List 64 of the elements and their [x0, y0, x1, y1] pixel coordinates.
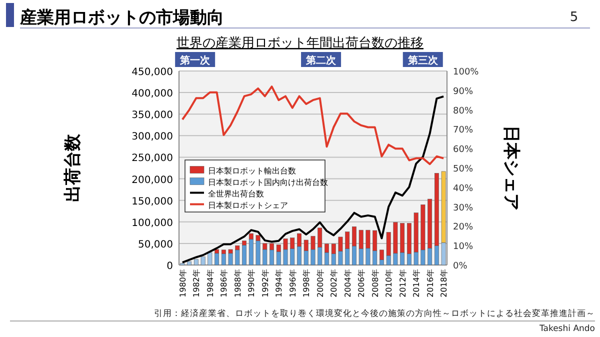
y-tick-label: 400,000 — [132, 88, 173, 100]
y2-tick-label: 20% — [453, 222, 474, 233]
bar — [208, 252, 212, 266]
y2-tick-label: 30% — [453, 203, 474, 214]
x-tick-label: 1984年 — [206, 269, 215, 298]
text: 引用：経済産業省、ロボットを取り巻く環境変化と今後の施策の方向性～ロボットによる社会変革推進計画～ — [154, 308, 595, 319]
y2-tick-label: 40% — [453, 184, 474, 194]
bar — [187, 261, 192, 266]
text: 5 — [570, 10, 578, 25]
text: 第二次 — [305, 54, 338, 66]
x-tick-label: 2004年 — [343, 269, 352, 298]
y-tick-label: 350,000 — [132, 110, 173, 122]
y2-tick-label: 80% — [453, 106, 474, 116]
x-tick-label: 1992年 — [260, 269, 270, 298]
line-series — [181, 86, 445, 166]
y-tick-label: 250,000 — [132, 153, 173, 164]
y2-axis-title: 日本シェア — [501, 126, 521, 210]
y-tick-label: 450,000 — [132, 67, 173, 78]
line-series — [181, 95, 445, 264]
bar — [235, 250, 240, 266]
y-axis-title: 出荷台数 — [63, 133, 83, 202]
x-tick-label: 2002年 — [330, 269, 339, 298]
legend-label: 日本製ロボットシェア — [208, 200, 288, 210]
x-tick-label: 1994年 — [274, 269, 284, 298]
x-tick-label: 2000年 — [316, 269, 325, 298]
y-tick-label: 50,000 — [138, 239, 173, 250]
x-tick-label: 1980年 — [178, 269, 188, 298]
x-tick-label: 1982年 — [192, 269, 202, 298]
x-tick-label: 2010年 — [384, 269, 394, 298]
x-tick-label: 2006年 — [357, 269, 366, 298]
bar — [194, 259, 198, 266]
y2-tick-label: 100% — [453, 68, 480, 78]
x-tick-label: 1998年 — [302, 269, 312, 298]
legend-label: 全世界出荷台数 — [208, 189, 264, 198]
y-tick-label: 200,000 — [132, 174, 173, 186]
y2-tick-label: 60% — [453, 145, 474, 156]
y-tick-label: 150,000 — [132, 196, 173, 208]
x-tick-label: 1988年 — [233, 269, 242, 298]
legend-label: 日本製ロボット輸出台数 — [208, 166, 296, 176]
bar — [228, 253, 233, 266]
text: Takeshi Ando — [538, 324, 595, 334]
text: 第三次 — [406, 54, 439, 66]
x-tick-label: 2008年 — [370, 269, 380, 298]
y-tick-label: 300,000 — [132, 132, 173, 143]
y-tick-label: 0 — [166, 261, 173, 272]
text: 第一次 — [179, 54, 212, 66]
x-tick-label: 2012年 — [398, 269, 408, 298]
bar — [214, 253, 220, 266]
x-tick-label: 2016年 — [426, 269, 435, 298]
x-tick-label: 1990年 — [247, 269, 256, 298]
y2-tick-label: 70% — [453, 126, 474, 136]
y2-tick-label: 10% — [453, 242, 474, 252]
chart-subtitle: 世界の産業用ロボット年間出荷台数の推移 — [176, 35, 424, 51]
bar — [221, 254, 226, 266]
y2-tick-label: 50% — [453, 164, 474, 174]
x-tick-label: 1996年 — [288, 269, 298, 298]
y2-tick-label: 0% — [453, 262, 468, 272]
x-tick-label: 2014年 — [412, 269, 422, 298]
y2-tick-label: 90% — [453, 86, 474, 97]
bar — [200, 256, 206, 266]
y-tick-label: 100,000 — [132, 218, 173, 229]
chart-title: 産業用ロボットの市場動向 — [19, 8, 224, 28]
x-tick-label: 2018年 — [440, 269, 449, 298]
x-tick-label: 1986年 — [220, 269, 229, 298]
